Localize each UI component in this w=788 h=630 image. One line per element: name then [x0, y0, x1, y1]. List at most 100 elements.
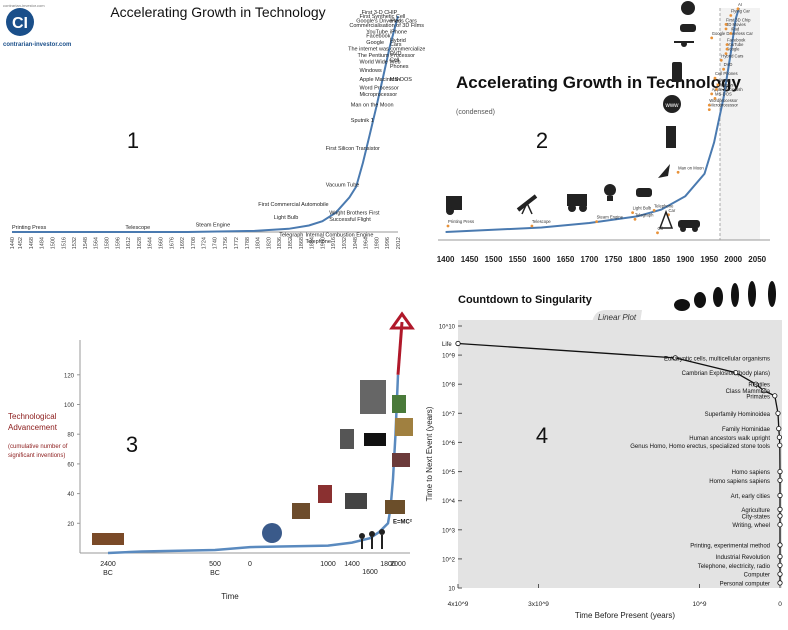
- chart-4-y-tick: 10^8: [442, 383, 455, 389]
- chart-2-annotation: YouTube: [727, 42, 744, 47]
- chart-2-annotation: Car: [669, 208, 676, 213]
- chart-1-x-tick: 1964: [364, 237, 370, 249]
- chart-2-point: [710, 92, 714, 96]
- circuit-board-icon: [392, 395, 406, 413]
- chart-1-x-tick: 1452: [18, 237, 24, 249]
- chart-1-x-tick: 1724: [202, 237, 208, 249]
- chart-1-x-tick: 1996: [385, 237, 391, 249]
- chart-4-event-label: Human ancestors walk upright: [689, 436, 770, 442]
- chart-2-point: [676, 170, 680, 174]
- chart-3-ylabel-sub-line1: (cumulative number of: [8, 444, 68, 450]
- chart-1-annotation: Man on the Moon: [351, 103, 394, 109]
- chart-1-annotation: Windows: [360, 68, 383, 74]
- chart-4-y-tick: 10^6: [442, 441, 455, 447]
- chart-4-event-label: Eukaryotic cells, multicellular organism…: [664, 356, 770, 362]
- chart-4-event-point: [777, 492, 783, 499]
- chart-2-point: [724, 23, 728, 26]
- chart-2-annotation: Man on Moon: [678, 165, 704, 170]
- chart-4: Countdown to Singularity Linear Plot Tim…: [425, 281, 783, 620]
- chart-4-event-point: [777, 562, 783, 568]
- chart-2-point: [631, 211, 634, 215]
- ci-logo: CI contrarian-investor.com contrarian-in…: [3, 3, 71, 48]
- panel-number-4: 4: [536, 423, 548, 448]
- chart-2-annotation: Facebook: [727, 38, 746, 43]
- chart-1-annotation: Cars: [390, 42, 402, 48]
- chart-2-point: [729, 14, 733, 17]
- chart-1-x-tick: 1692: [180, 237, 186, 249]
- chart-1-x-tick: 1868: [299, 237, 305, 249]
- chart-1-annotation: Telephone: [306, 239, 331, 245]
- chart-1-x-tick: 1852: [288, 237, 294, 249]
- chart-1-x-tick: 1468: [29, 237, 35, 249]
- chart-1-x-tick: 1772: [234, 237, 240, 249]
- chart-4-event-point: [672, 355, 678, 361]
- chart-1-annotation: Telescope: [125, 225, 150, 231]
- chart-4-event-label: Agriculture: [741, 508, 770, 514]
- chart-1-x-tick: 1500: [50, 237, 56, 249]
- chart-1-x-tick: 1580: [104, 237, 110, 249]
- chart-4-y-tick: 10^2: [442, 557, 455, 563]
- chart-2-series-line: [445, 7, 740, 233]
- skyscraper-icon: [360, 380, 386, 414]
- chart-1-annotation: Word Processor: [360, 85, 399, 91]
- rocket-icon: [658, 164, 670, 178]
- chart-2-x-tick: 1500: [485, 255, 503, 264]
- chart-2-x-tick: 1750: [605, 255, 623, 264]
- chart-1-annotation: Facebook: [366, 34, 390, 40]
- chart-1-x-tick: 1756: [223, 237, 229, 249]
- chart-2-x-tick: 2050: [748, 255, 766, 264]
- chart-1-x-tick: 1740: [212, 237, 218, 249]
- chart-2-point: [713, 97, 717, 100]
- chart-2-point: [724, 52, 728, 55]
- chart-2-point: [707, 108, 711, 111]
- chart-1-x-tick: 1612: [126, 237, 132, 249]
- linear-plot-label: Linear Plot: [598, 313, 637, 322]
- chart-2-icons: www: [446, 1, 700, 232]
- chart-4-event-point: [777, 442, 783, 448]
- telephone-icon: [636, 188, 652, 197]
- chart-4-plot-bg: [458, 320, 782, 588]
- chart-2-annotation: DVD: [724, 62, 733, 67]
- chart-1-x-tick: 1788: [245, 237, 251, 249]
- chart-1-annotation: Cell: [390, 57, 399, 63]
- phone-booth-icon: [318, 485, 332, 503]
- chart-4-event-label: Industrial Revolution: [716, 555, 770, 561]
- chart-2-annotation: Google: [726, 47, 740, 52]
- chart-1-x-tick: 1900: [320, 237, 326, 249]
- chart-1-annotation: First Commercial Automobile: [258, 202, 328, 208]
- chart-3-arrow-line: [396, 321, 404, 375]
- chart-3-series-line: [107, 374, 400, 555]
- sundial-icon: [262, 523, 282, 543]
- chart-1-annotation: Apple Macintosh: [360, 77, 401, 83]
- chart-1-annotation: Phones: [390, 64, 409, 70]
- chart-1-x-tick: 1708: [191, 237, 197, 249]
- chart-1-annotation: Microprocessor: [360, 92, 398, 98]
- chart-3-ylabel-sub-line2: significant inventions): [8, 453, 65, 459]
- linear-plot-tab: [592, 310, 642, 323]
- chart-2-point: [716, 83, 720, 87]
- chart-2-point: [725, 43, 729, 46]
- chart-4-plot: 10 10^2 10^3 10^4 10^5 10^6 10^7 10^8 10^9 10^10 4…: [439, 325, 783, 608]
- logo-top-caption: contrarian-investor.com: [3, 3, 45, 8]
- chart-4-event-label: Life: [442, 342, 452, 348]
- computer-icon: [666, 126, 676, 148]
- chart-2-point: [710, 36, 714, 40]
- chart-2-x-tick: 1450: [461, 255, 479, 264]
- panel-4: Countdown to Singularity Linear Plot Tim…: [420, 280, 788, 625]
- chart-1-annotation: First Silicon Transistor: [326, 146, 380, 152]
- chart-2-annotation: Apple Macintosh: [712, 87, 744, 92]
- chart-1-x-tick: 1484: [40, 237, 46, 249]
- chart-4-event-label: Reptiles: [748, 383, 770, 389]
- chart-4-event-label: Computer: [744, 573, 770, 579]
- chart-3-x-tick: 2000: [390, 561, 406, 568]
- chart-1-x-tick: 2012: [396, 237, 402, 249]
- logo-text: CI: [12, 15, 28, 32]
- chart-3-y-tick: 100: [64, 403, 75, 409]
- chart-1-x-tick: 1596: [115, 237, 121, 249]
- chart-4-event-point: [776, 426, 782, 432]
- www-icon: www: [663, 95, 681, 113]
- chart-4-event-label: Family Hominidae: [722, 427, 771, 433]
- chart-1-annotation: Successful Flight: [329, 217, 371, 223]
- chart-1-annotation: Sputnik 1: [351, 118, 374, 124]
- chart-1-x-tick: 1836: [277, 237, 283, 249]
